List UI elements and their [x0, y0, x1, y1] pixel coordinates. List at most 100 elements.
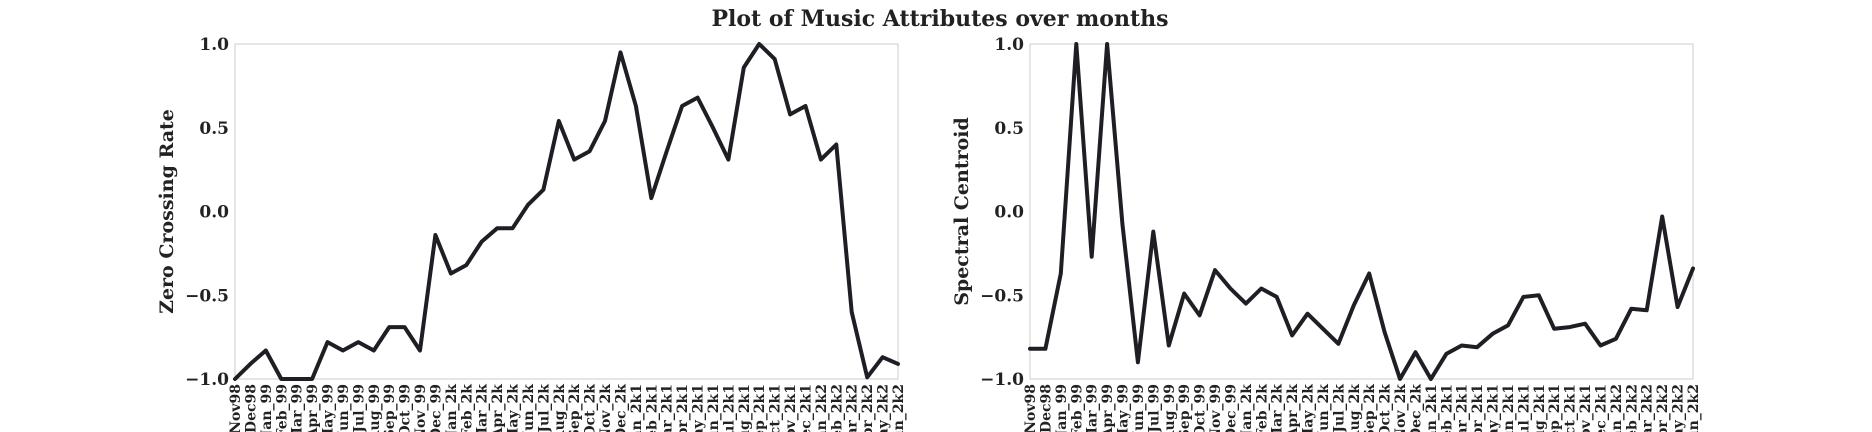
- x-tick-label: Feb_99: [1069, 384, 1085, 432]
- x-tick-label: Feb_99: [274, 384, 290, 432]
- x-tick-label: Apr_99: [1100, 384, 1116, 432]
- x-tick-label: Nov_2k1: [1578, 384, 1594, 432]
- x-tick-label: Sep_99: [1177, 384, 1193, 432]
- x-tick-label: Jan_2k1: [629, 384, 645, 432]
- x-tick-label: Aug_2k: [1347, 384, 1363, 432]
- x-tick-label: Nov98: [1023, 384, 1039, 432]
- x-tick-label: May_99: [1116, 384, 1132, 432]
- x-tick-label: May_99: [321, 384, 337, 432]
- y-tick-label: 1.0: [994, 35, 1024, 55]
- x-tick-label: Nov_2k: [1393, 384, 1409, 432]
- x-tick-label: May_2k2: [1671, 384, 1687, 432]
- x-tick-label: Jan_2k: [444, 384, 460, 432]
- x-tick-label: Jan_2k: [1239, 384, 1255, 432]
- x-tick-label: Nov_99: [413, 384, 429, 432]
- x-tick-label: Jun_2k: [521, 384, 537, 432]
- x-tick-label: Nov_2k: [598, 384, 614, 432]
- x-tick-label: Feb_2k: [459, 384, 475, 432]
- x-tick-label: May_2k1: [1486, 384, 1502, 432]
- x-tick-label: Dec_2k: [613, 384, 629, 432]
- x-tick-label: Oct_99: [1193, 384, 1209, 432]
- x-tick-label: Oct_2k: [1378, 384, 1394, 432]
- x-tick-label: Dec98: [1038, 384, 1054, 432]
- x-tick-label: Feb_2k: [1254, 384, 1270, 432]
- x-tick-label: Aug_2k1: [737, 384, 753, 432]
- x-tick-label: Oct_2k: [583, 384, 599, 432]
- x-tick-label: Jan_99: [259, 384, 275, 432]
- x-tick-label: Apr_2k: [1285, 384, 1301, 432]
- x-tick-label: Jun_2k1: [706, 384, 722, 432]
- x-tick-label: Feb_2k2: [829, 384, 845, 432]
- x-tick-label: Mar_2k1: [660, 384, 676, 432]
- x-tick-label: May_2k: [1301, 384, 1317, 432]
- x-tick-label: Sep_99: [382, 384, 398, 432]
- x-tick-label: Jun_2k2: [891, 384, 907, 432]
- y-tick-label: 0.0: [994, 203, 1024, 223]
- x-tick-label: Oct_99: [398, 384, 414, 432]
- x-tick-label: Feb_2k1: [644, 384, 660, 432]
- x-tick-label: Sep_2k1: [1547, 384, 1563, 432]
- x-tick-label: Jun_2k1: [1501, 384, 1517, 432]
- x-tick-label: Apr_2k: [490, 384, 506, 432]
- x-tick-label: Mar_99: [1085, 384, 1101, 432]
- y-tick-label: 0.5: [994, 119, 1024, 139]
- x-tick-label: Dec98: [243, 384, 259, 432]
- y-tick-label: 0.5: [199, 119, 229, 139]
- x-tick-label: Apr_2k1: [675, 384, 691, 432]
- x-tick-label: Jul_2k1: [1516, 384, 1532, 432]
- x-tick-label: Sep_2k1: [752, 384, 768, 432]
- x-tick-label: Jan_99: [1054, 384, 1070, 432]
- series-line: [233, 42, 900, 381]
- x-tick-label: Dec_99: [428, 384, 444, 432]
- x-tick-label: Jun_2k: [1316, 384, 1332, 432]
- x-tick-label: Jul_99: [1146, 384, 1162, 432]
- x-tick-label: Feb_2k2: [1624, 384, 1640, 432]
- x-tick-label: Mar_2k2: [1640, 384, 1656, 432]
- x-tick-label: Apr_2k2: [1655, 384, 1671, 432]
- y-tick-label: 1.0: [199, 35, 229, 55]
- x-tick-label: Nov_99: [1208, 384, 1224, 432]
- y-tick-label: −1.0: [185, 370, 229, 390]
- x-tick-label: Oct_2k1: [1563, 384, 1579, 432]
- x-tick-label: Jun_2k2: [1686, 384, 1702, 432]
- plot-frame: [234, 43, 899, 380]
- plot-frame: [1029, 43, 1694, 380]
- x-tick-label: Aug_99: [1162, 384, 1178, 432]
- x-tick-label: Jul_2k1: [721, 384, 737, 432]
- x-tick-label: Aug_99: [367, 384, 383, 432]
- x-tick-label: Feb_2k1: [1439, 384, 1455, 432]
- x-tick-label: May_2k: [506, 384, 522, 432]
- x-tick-label: Nov98: [228, 384, 244, 432]
- figure-title: Plot of Music Attributes over months: [711, 6, 1168, 32]
- x-tick-label: Apr_2k1: [1470, 384, 1486, 432]
- y-axis-label: Zero Crossing Rate: [156, 109, 178, 314]
- x-tick-label: Jul_2k: [1331, 384, 1347, 432]
- series-line: [1028, 42, 1695, 381]
- x-tick-label: Aug_2k1: [1532, 384, 1548, 432]
- zero-crossing-rate-chart: Zero Crossing Rate 1.0 0.5 0.0 −0.5 −1.0Nov98…: [156, 35, 907, 432]
- x-tick-label: Aug_2k: [552, 384, 568, 432]
- x-tick-label: Sep_2k: [567, 384, 583, 432]
- x-tick-label: Mar_2k: [475, 384, 491, 432]
- x-tick-label: Jun_99: [336, 384, 352, 432]
- x-tick-label: Jun_99: [1131, 384, 1147, 432]
- x-tick-label: Apr_99: [305, 384, 321, 432]
- x-tick-label: Mar_2k1: [1455, 384, 1471, 432]
- x-tick-label: Dec_2k1: [798, 384, 814, 432]
- y-tick-label: −1.0: [980, 370, 1024, 390]
- x-tick-label: Jul_99: [351, 384, 367, 432]
- y-tick-label: −0.5: [185, 286, 229, 306]
- x-tick-label: Dec_99: [1223, 384, 1239, 432]
- x-tick-label: Mar_2k: [1270, 384, 1286, 432]
- x-tick-label: Apr_2k2: [860, 384, 876, 432]
- y-tick-label: −0.5: [980, 286, 1024, 306]
- x-tick-label: Dec_2k1: [1593, 384, 1609, 432]
- x-tick-label: Jan_2k2: [814, 384, 830, 432]
- y-tick-label: 0.0: [199, 203, 229, 223]
- x-tick-label: Jul_2k: [536, 384, 552, 432]
- x-tick-label: Mar_99: [290, 384, 306, 432]
- x-tick-label: Oct_2k1: [768, 384, 784, 432]
- x-tick-label: Jan_2k1: [1424, 384, 1440, 432]
